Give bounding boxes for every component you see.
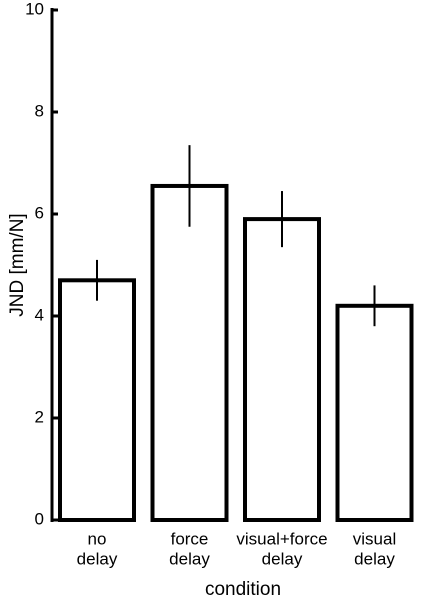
bar (58, 278, 136, 522)
bar (150, 183, 229, 522)
x-tick-label: force (171, 529, 209, 548)
x-tick-label: no (88, 529, 107, 548)
x-tick-label: visual+force (236, 529, 327, 548)
y-tick-label: 10 (25, 0, 44, 18)
x-tick-label: delay (169, 549, 210, 568)
y-axis-label: JND [mm/N] (7, 213, 28, 316)
y-tick-label: 0 (35, 509, 44, 528)
bar (243, 217, 321, 522)
x-tick-label: delay (262, 549, 303, 568)
y-tick-label: 4 (35, 305, 44, 324)
y-tick-label: 8 (35, 101, 44, 120)
x-tick-label: delay (354, 549, 395, 568)
x-tick-label: delay (77, 549, 118, 568)
bar (335, 303, 414, 522)
x-axis-label: condition (205, 579, 281, 600)
y-tick-label: 2 (35, 407, 44, 426)
x-tick-label: visual (353, 529, 396, 548)
y-tick-label: 6 (35, 203, 44, 222)
